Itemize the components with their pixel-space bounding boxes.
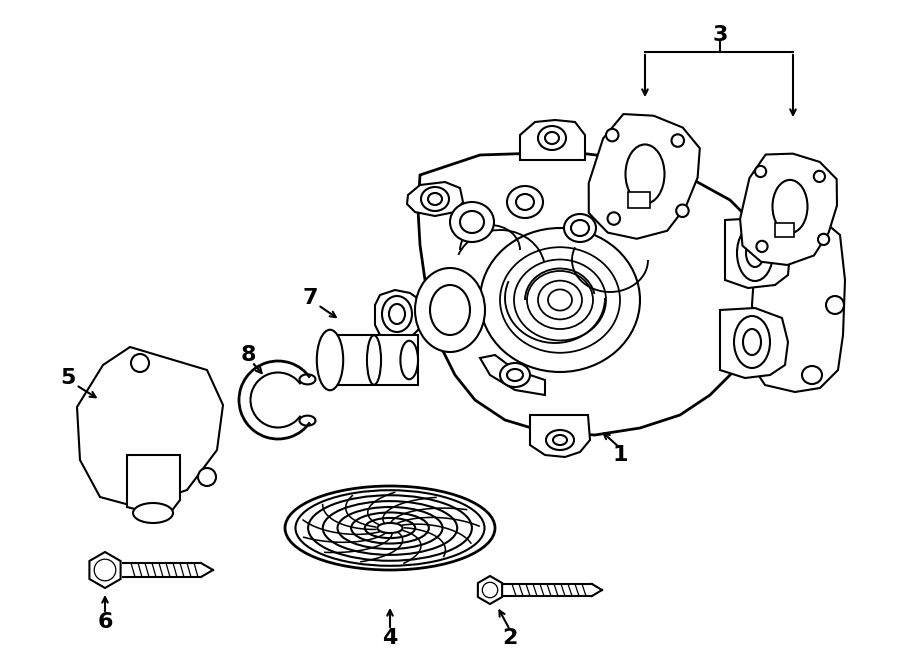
Ellipse shape [671,134,684,147]
Ellipse shape [818,234,829,245]
Text: 7: 7 [302,288,318,308]
Ellipse shape [553,435,567,445]
Polygon shape [752,215,845,392]
Ellipse shape [430,285,470,335]
Ellipse shape [450,202,494,242]
Ellipse shape [538,126,566,150]
Ellipse shape [676,204,688,217]
Text: 4: 4 [382,628,398,648]
Ellipse shape [507,369,523,381]
Ellipse shape [743,329,761,355]
Text: 1: 1 [612,445,628,465]
Ellipse shape [389,304,405,324]
Ellipse shape [538,281,582,319]
Ellipse shape [421,187,449,211]
Ellipse shape [428,193,442,205]
Ellipse shape [377,523,402,533]
Text: 8: 8 [240,345,256,365]
Polygon shape [478,576,502,604]
Ellipse shape [131,354,149,372]
Ellipse shape [94,559,116,581]
Ellipse shape [746,239,764,267]
Ellipse shape [351,512,429,543]
Ellipse shape [800,226,820,244]
Polygon shape [330,335,418,385]
Ellipse shape [500,363,530,387]
Ellipse shape [400,341,418,379]
Text: 2: 2 [502,628,518,648]
Ellipse shape [382,296,412,332]
Polygon shape [480,355,545,395]
Ellipse shape [415,268,485,352]
Ellipse shape [198,468,216,486]
Polygon shape [589,114,700,239]
Ellipse shape [756,241,768,252]
Polygon shape [89,552,121,588]
Text: 3: 3 [712,25,728,45]
FancyBboxPatch shape [628,192,650,208]
Polygon shape [740,153,837,265]
Ellipse shape [482,582,498,598]
Polygon shape [127,455,180,517]
Ellipse shape [367,335,381,385]
Ellipse shape [755,166,766,177]
Ellipse shape [546,430,574,450]
Ellipse shape [606,129,618,141]
Text: 6: 6 [97,612,112,632]
Ellipse shape [364,518,415,538]
Ellipse shape [285,486,495,570]
Ellipse shape [772,180,807,233]
Polygon shape [77,347,223,507]
Ellipse shape [527,271,593,329]
Ellipse shape [826,296,844,314]
Ellipse shape [626,145,664,204]
Ellipse shape [737,225,773,281]
Ellipse shape [320,334,340,387]
Polygon shape [520,120,585,160]
Polygon shape [407,182,463,216]
Ellipse shape [480,228,640,372]
Ellipse shape [308,495,472,561]
Polygon shape [725,218,790,288]
Ellipse shape [295,490,484,566]
Ellipse shape [323,342,337,377]
Ellipse shape [571,220,589,236]
Polygon shape [530,415,590,457]
Polygon shape [720,308,788,378]
Text: 5: 5 [60,368,76,388]
Ellipse shape [564,214,596,242]
Ellipse shape [500,247,620,353]
Polygon shape [375,290,420,340]
Ellipse shape [802,366,822,384]
FancyBboxPatch shape [775,223,794,237]
Ellipse shape [734,316,770,368]
Ellipse shape [545,132,559,144]
Ellipse shape [516,194,534,210]
Ellipse shape [338,507,443,549]
Ellipse shape [548,290,572,311]
Polygon shape [418,152,765,435]
Ellipse shape [317,330,343,390]
Ellipse shape [460,211,484,233]
Ellipse shape [608,212,620,225]
Ellipse shape [133,503,173,523]
Ellipse shape [514,260,606,340]
Ellipse shape [814,171,825,182]
Ellipse shape [323,501,457,555]
Ellipse shape [507,186,543,218]
